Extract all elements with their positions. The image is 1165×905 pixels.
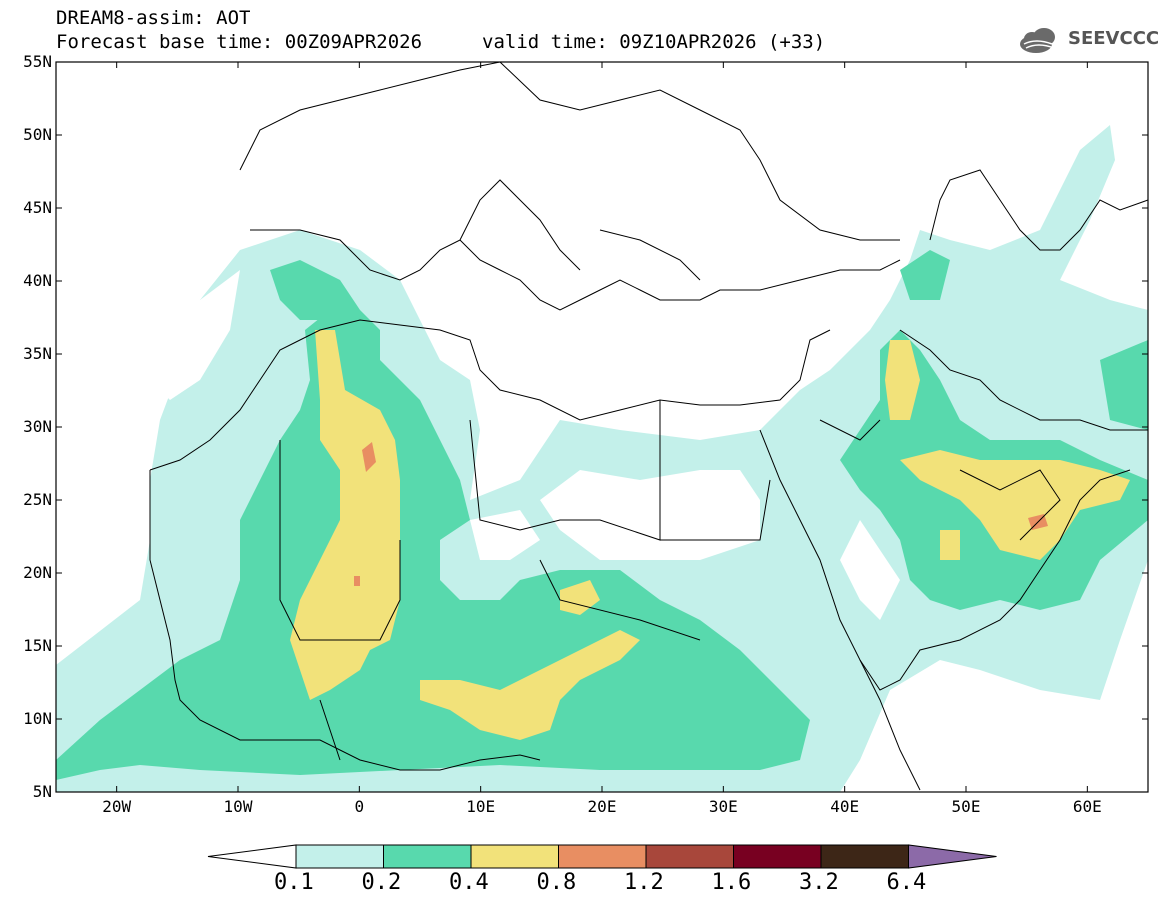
colorbar-swatch [470, 844, 559, 869]
colorbar-label: 0.8 [536, 870, 577, 895]
chart-title: DREAM8-assim: AOT [56, 7, 251, 29]
aot-field [56, 125, 1148, 792]
lon-tick-label: 0 [355, 797, 365, 816]
seevccc-logo-text: SEEVCCC [1068, 28, 1160, 49]
lon-tick-label: 50E [952, 797, 981, 816]
forecast-base-time: Forecast base time: 00Z09APR2026 [56, 31, 423, 53]
colorbar-swatch [383, 844, 472, 869]
colorbar-swatch [558, 844, 647, 869]
colorbar-label: 0.2 [361, 870, 402, 895]
colorbar-label: 1.6 [711, 870, 752, 895]
colorbar-swatch [645, 844, 734, 869]
lat-tick-label: 45N [23, 198, 52, 217]
colorbar [207, 844, 997, 869]
lon-tick-label: 10W [224, 797, 253, 816]
colorbar-under-triangle [207, 844, 297, 869]
colorbar-swatch [820, 844, 909, 869]
lat-tick-label: 30N [23, 417, 52, 436]
colorbar-swatch [733, 844, 822, 869]
lon-tick-label: 10E [466, 797, 495, 816]
colorbar-label: 0.1 [274, 870, 314, 895]
lat-tick-label: 40N [23, 271, 52, 290]
lat-tick-label: 10N [23, 709, 52, 728]
colorbar-swatch [295, 844, 384, 869]
lat-tick-label: 25N [23, 490, 52, 509]
lat-tick-label: 55N [23, 52, 52, 71]
lat-tick-label: 20N [23, 563, 52, 582]
lon-tick-label: 30E [709, 797, 738, 816]
lon-tick-label: 40E [830, 797, 859, 816]
cloud-icon [1020, 28, 1055, 53]
lon-tick-label: 60E [1073, 797, 1102, 816]
lat-tick-label: 15N [23, 636, 52, 655]
lat-tick-label: 5N [33, 782, 52, 801]
lat-tick-label: 50N [23, 125, 52, 144]
lat-tick-label: 35N [23, 344, 52, 363]
colorbar-label: 3.2 [799, 870, 839, 895]
colorbar-label: 0.4 [449, 870, 489, 895]
latitude-axis: 55N 50N 45N 40N 35N 30N 25N 20N 15N 10N 5N [23, 52, 1148, 801]
valid-time: valid time: 09Z10APR2026 (+33) [482, 31, 826, 53]
longitude-axis: 20W 10W 0 10E 20E 30E 40E 50E 60E [102, 62, 1102, 816]
coastlines [149, 62, 1148, 791]
colorbar-label: 1.2 [624, 870, 664, 895]
colorbar-over-triangle [908, 844, 997, 869]
lon-tick-label: 20W [102, 797, 131, 816]
lon-tick-label: 20E [588, 797, 617, 816]
colorbar-label: 6.4 [886, 870, 927, 895]
